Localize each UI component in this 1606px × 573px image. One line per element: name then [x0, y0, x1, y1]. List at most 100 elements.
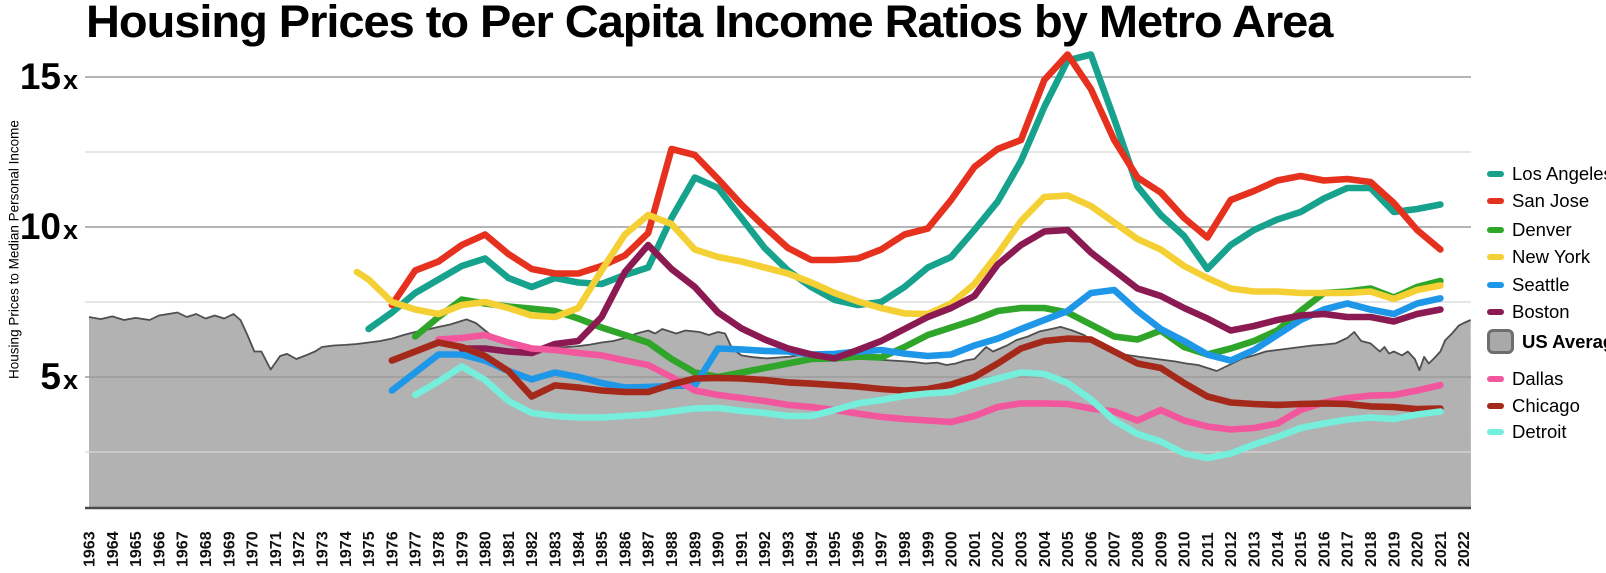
line-chicago	[388, 335, 1444, 413]
legend-swatch-los_angeles	[1487, 171, 1504, 177]
legend-item-detroit: Detroit	[1487, 421, 1567, 443]
legend-label: Detroit	[1512, 421, 1567, 442]
x-tick-label: 1978	[431, 531, 448, 567]
x-tick-label: 1965	[128, 531, 145, 567]
x-tick-label: 2000	[944, 531, 961, 567]
legend-swatch-boston	[1487, 309, 1504, 315]
x-tick-label: 1994	[804, 531, 821, 567]
legend-item-chicago: Chicago	[1487, 395, 1580, 417]
line-boston	[458, 226, 1444, 362]
x-tick-label: 1967	[175, 531, 192, 567]
x-tick-label: 2014	[1270, 531, 1287, 567]
x-tick-label: 1983	[548, 531, 565, 567]
x-tick-label: 1999	[920, 531, 937, 567]
x-tick-label: 1971	[268, 531, 285, 567]
x-tick-label: 1969	[221, 531, 238, 567]
y-tick-label: 10x	[19, 206, 78, 247]
x-tick-label: 1964	[105, 531, 122, 567]
legend-item-boston: Boston	[1487, 301, 1570, 323]
x-tick-label: 1979	[454, 531, 471, 567]
x-tick-label: 1974	[338, 531, 355, 567]
x-tick-label: 2012	[1223, 531, 1240, 567]
x-tick-label: 1992	[757, 531, 774, 567]
legend-item-san_jose: San Jose	[1487, 190, 1589, 212]
legend-swatch-dallas	[1487, 376, 1504, 382]
y-tick-label: 5x	[40, 356, 78, 397]
x-tick-label: 1985	[594, 531, 611, 567]
legend-item-us_average: US Average	[1487, 329, 1606, 354]
x-tick-label: 2001	[967, 531, 984, 567]
legend-swatch-chicago	[1487, 403, 1504, 409]
legend-swatch-new_york	[1487, 254, 1504, 260]
x-tick-label: 2004	[1037, 531, 1054, 567]
x-tick-label: 1995	[827, 531, 844, 567]
line-san_jose	[388, 51, 1444, 309]
x-tick-label: 1982	[524, 531, 541, 567]
legend-label: US Average	[1522, 330, 1606, 352]
x-tick-label: 1993	[781, 531, 798, 567]
legend-swatch-seattle	[1487, 282, 1504, 288]
x-tick-label: 2022	[1456, 531, 1473, 567]
legend-item-los_angeles: Los Angeles	[1487, 163, 1606, 185]
x-tick-label: 1981	[501, 531, 518, 567]
legend-swatch-detroit	[1487, 429, 1504, 435]
legend-label: Los Angeles	[1512, 163, 1606, 184]
x-tick-label: 1984	[571, 531, 588, 567]
legend-swatch-us_average	[1487, 329, 1514, 354]
x-tick-label: 2007	[1107, 531, 1124, 567]
x-tick-label: 2013	[1247, 531, 1264, 567]
x-tick-label: 1986	[617, 531, 634, 567]
x-tick-label: 1990	[711, 531, 728, 567]
legend-swatch-san_jose	[1487, 198, 1504, 204]
x-tick-label: 2016	[1316, 531, 1333, 567]
x-tick-label: 1975	[361, 531, 378, 567]
x-tick-label: 2006	[1083, 531, 1100, 567]
legend-item-seattle: Seattle	[1487, 274, 1570, 296]
line-los_angeles	[365, 51, 1444, 333]
legend-label: San Jose	[1512, 190, 1590, 211]
legend-item-new_york: New York	[1487, 246, 1590, 268]
x-tick-label: 1968	[198, 531, 215, 567]
x-tick-label: 2019	[1386, 531, 1403, 567]
x-tick-label: 1991	[734, 531, 751, 567]
x-tick-label: 2009	[1153, 531, 1170, 567]
x-tick-label: 2005	[1060, 531, 1077, 567]
line-denver	[411, 277, 1444, 381]
x-tick-label: 1972	[291, 531, 308, 567]
x-tick-label: 1988	[664, 531, 681, 567]
x-tick-label: 1966	[151, 531, 168, 567]
x-tick-label: 2017	[1340, 531, 1357, 567]
x-tick-label: 2020	[1410, 531, 1427, 567]
x-tick-label: 1989	[687, 531, 704, 567]
x-tick-label: 1977	[408, 531, 425, 567]
legend-label: Dallas	[1512, 368, 1564, 389]
legend-label: Denver	[1512, 219, 1572, 240]
x-tick-label: 2021	[1433, 531, 1450, 567]
x-tick-label: 2008	[1130, 531, 1147, 567]
x-tick-label: 2011	[1200, 532, 1217, 567]
x-tick-label: 1998	[897, 531, 914, 567]
x-tick-label: 2002	[990, 531, 1007, 567]
legend-label: Seattle	[1512, 274, 1570, 295]
x-tick-label: 1980	[478, 531, 495, 567]
x-tick-label: 2010	[1177, 531, 1194, 567]
legend-label: Boston	[1512, 301, 1570, 322]
x-tick-label: 1973	[315, 531, 332, 567]
x-tick-label: 1970	[245, 531, 262, 567]
x-tick-label: 1997	[874, 531, 891, 567]
x-tick-label: 1987	[641, 531, 658, 567]
line-detroit	[411, 363, 1444, 462]
line-new_york	[353, 192, 1444, 321]
legend-label: Chicago	[1512, 395, 1580, 416]
legend-swatch-denver	[1487, 227, 1504, 233]
legend-item-dallas: Dallas	[1487, 368, 1563, 390]
chart-title: Housing Prices to Per Capita Income Rati…	[86, 0, 1333, 47]
legend-item-denver: Denver	[1487, 219, 1572, 241]
legend-label: New York	[1512, 246, 1591, 267]
x-tick-label: 2018	[1363, 531, 1380, 567]
line-dallas	[435, 331, 1444, 433]
x-tick-label: 2003	[1014, 531, 1031, 567]
x-tick-label: 1996	[850, 531, 867, 567]
